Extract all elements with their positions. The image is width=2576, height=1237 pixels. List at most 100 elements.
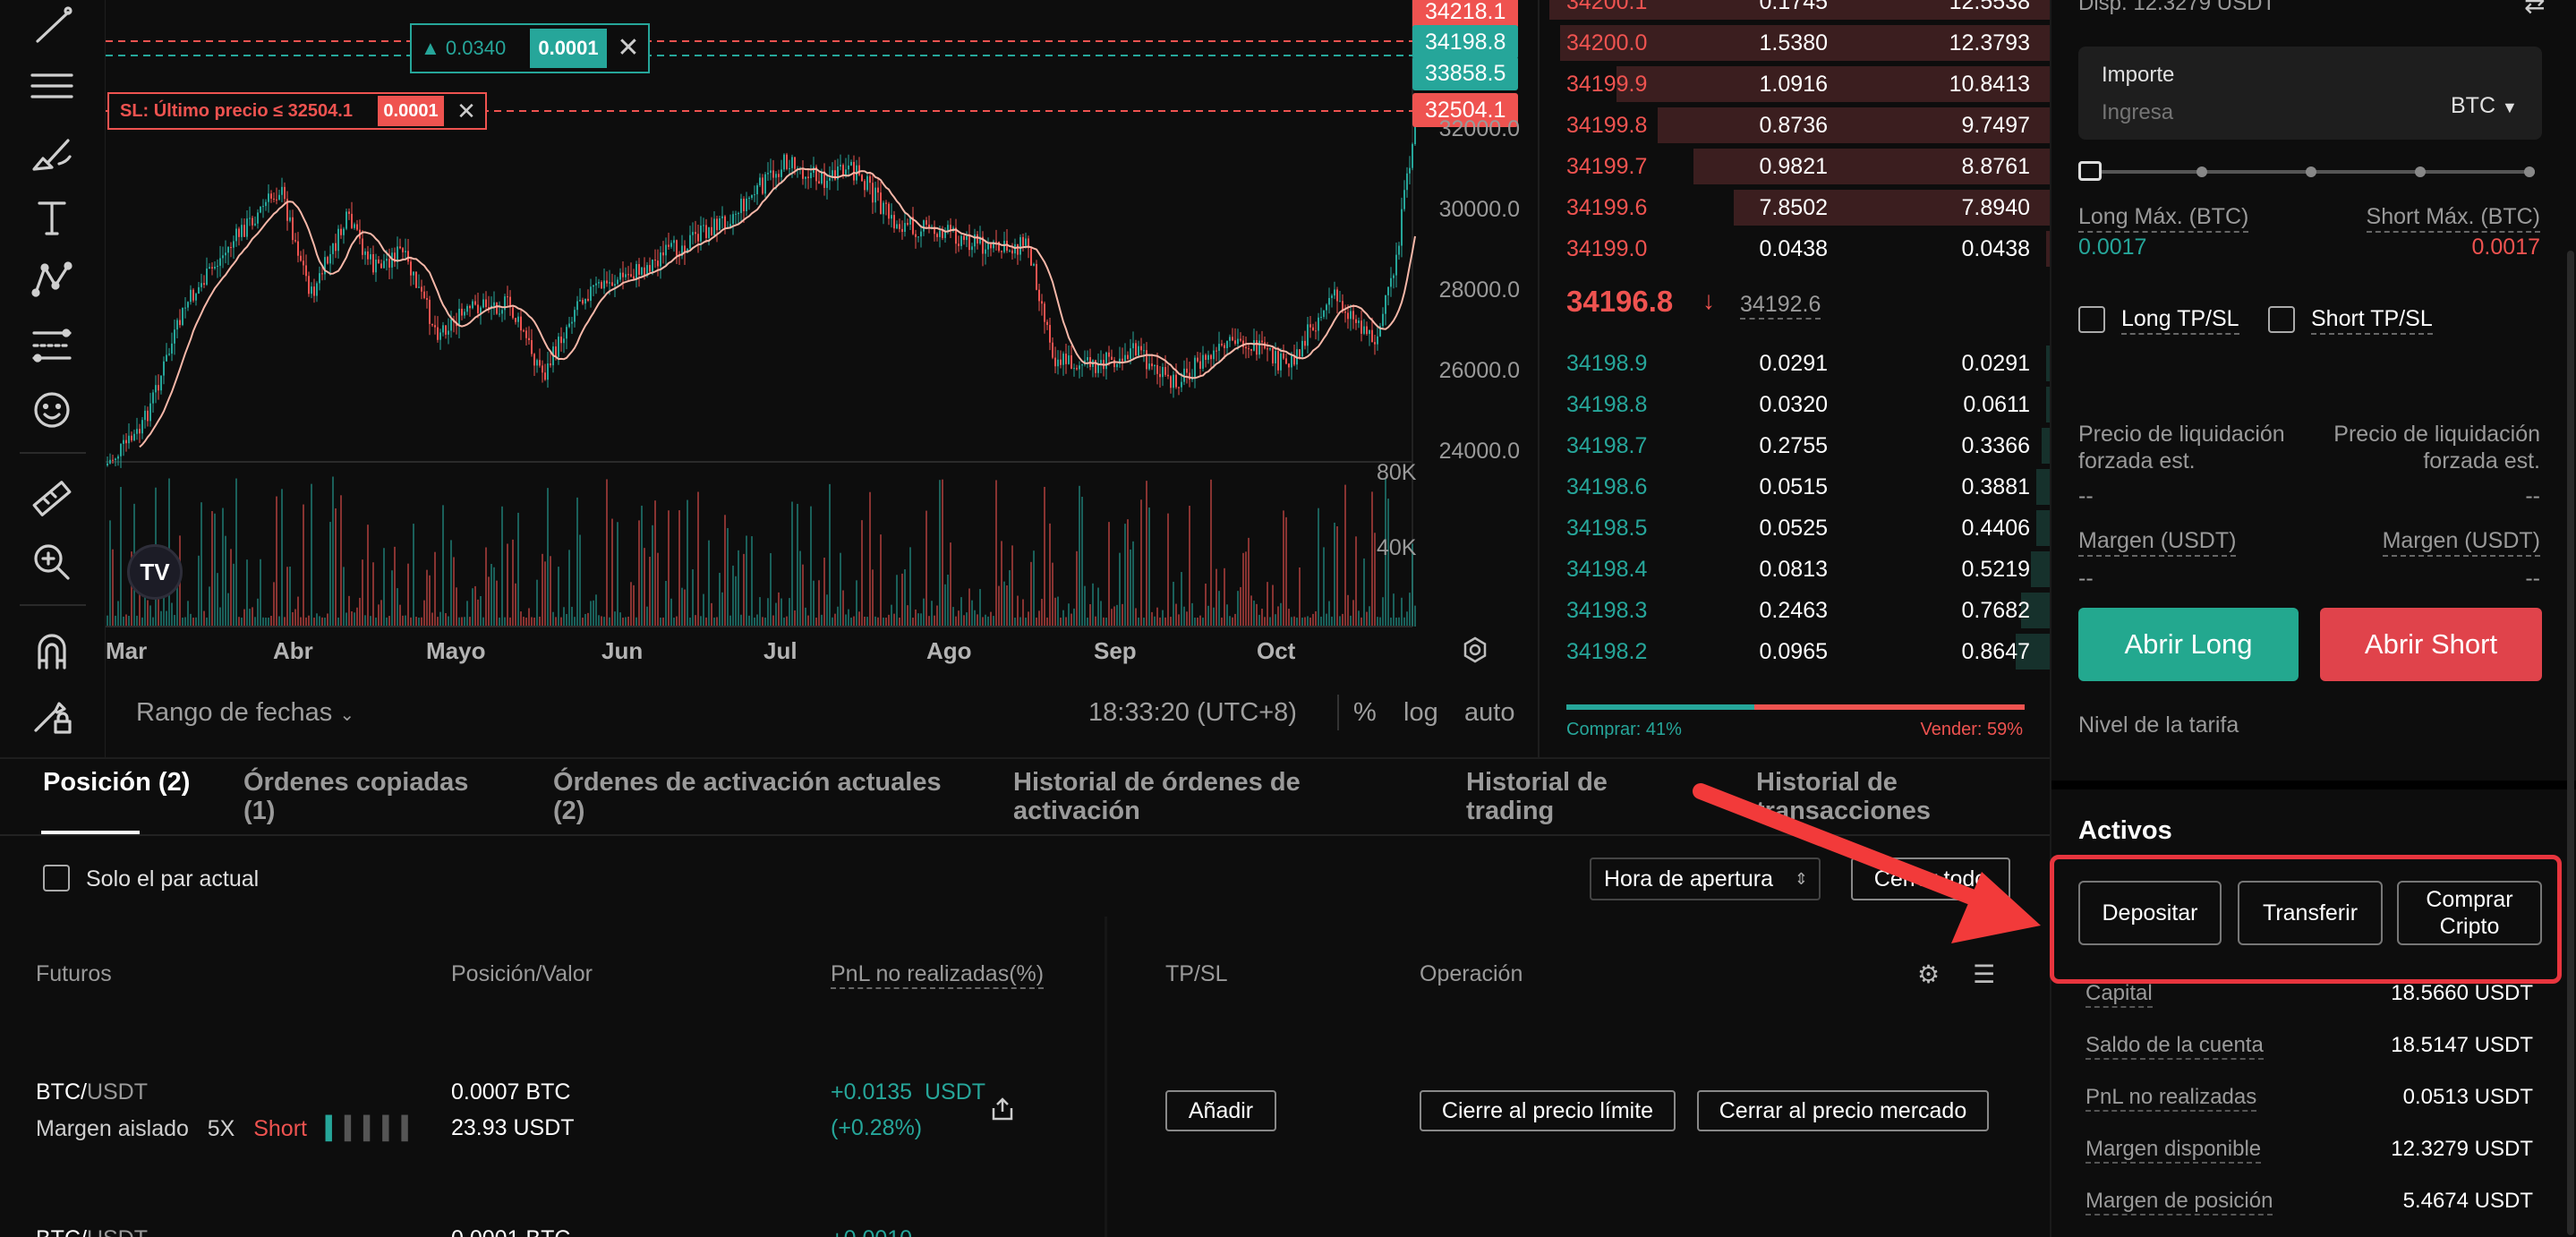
magnet-icon[interactable] bbox=[27, 627, 77, 677]
filter-list-icon[interactable]: ☰ bbox=[1973, 960, 1996, 988]
market-close-button[interactable]: Cerrar al precio mercado bbox=[1697, 1090, 1989, 1131]
bid-amount: 0.0291 bbox=[1759, 351, 1828, 376]
bid-row[interactable]: 34198.6 0.0515 0.3881 bbox=[1540, 467, 2051, 507]
asset-label: PnL no realizadas bbox=[2086, 1085, 2257, 1112]
price-axis-label: 26000.0 bbox=[1438, 358, 1520, 383]
text-icon[interactable] bbox=[27, 192, 77, 243]
ask-amount: 1.0916 bbox=[1759, 72, 1828, 97]
share-icon[interactable] bbox=[990, 1096, 1015, 1122]
close-sl-icon[interactable]: ✕ bbox=[456, 98, 476, 124]
bid-row[interactable]: 34198.7 0.2755 0.3366 bbox=[1540, 426, 2051, 465]
ruler-icon[interactable] bbox=[27, 474, 77, 525]
amount-input-box[interactable]: Importe BTC ▼ bbox=[2078, 47, 2542, 140]
short-tpsl-checkbox[interactable] bbox=[2268, 306, 2295, 333]
amount-input[interactable] bbox=[2102, 97, 2370, 129]
bid-amount: 0.2755 bbox=[1759, 433, 1828, 458]
ask-amount: 0.0438 bbox=[1759, 236, 1828, 261]
ask-price: 34200.0 bbox=[1566, 30, 1648, 55]
order-amount: 0.0001 bbox=[530, 29, 607, 68]
fee-level-link[interactable]: Nivel de la tarifa bbox=[2078, 712, 2239, 738]
tab-active-trigger-orders[interactable]: Órdenes de activación actuales (2) bbox=[553, 768, 942, 825]
slider-tick[interactable] bbox=[2524, 166, 2535, 177]
ask-row[interactable]: 34200.1 0.1745 12.5538 bbox=[1540, 0, 2051, 21]
ask-row[interactable]: 34199.8 0.8736 9.7497 bbox=[1540, 106, 2051, 145]
tab-trading-history[interactable]: Historial de trading bbox=[1466, 768, 1608, 825]
transfer-button[interactable]: Transferir bbox=[2238, 881, 2383, 945]
bid-row[interactable]: 34198.4 0.0813 0.5219 bbox=[1540, 550, 2051, 589]
asset-row-available-margin: Margen disponible 12.3279 USDT bbox=[2086, 1137, 2533, 1173]
zoom-in-icon[interactable] bbox=[27, 537, 77, 587]
mark-price: 34192.6 bbox=[1740, 292, 1821, 320]
column-divider bbox=[1105, 917, 1107, 1237]
limit-close-button[interactable]: Cierre al precio límite bbox=[1420, 1090, 1676, 1131]
time-axis-label: Mar bbox=[106, 637, 148, 664]
column-settings-icon[interactable]: ⚙ bbox=[1917, 960, 1941, 988]
settings-icon[interactable] bbox=[1461, 636, 1489, 664]
buy-crypto-button[interactable]: Comprar Cripto bbox=[2397, 881, 2542, 945]
fib-icon[interactable] bbox=[27, 320, 77, 371]
tab-transaction-history[interactable]: Historial de transacciones bbox=[1756, 768, 1932, 825]
asset-value: 12.3279 USDT bbox=[2391, 1137, 2533, 1161]
brush-icon[interactable] bbox=[27, 130, 77, 180]
bid-row[interactable]: 34198.5 0.0525 0.4406 bbox=[1540, 508, 2051, 548]
scrollbar[interactable] bbox=[2567, 251, 2574, 1235]
slider-tick[interactable] bbox=[2415, 166, 2426, 177]
long-max-value: 0.0017 bbox=[2078, 235, 2147, 260]
ask-row[interactable]: 34200.0 1.5380 12.3793 bbox=[1540, 23, 2051, 63]
close-order-icon[interactable]: ✕ bbox=[617, 33, 640, 63]
percent-toggle[interactable]: % bbox=[1353, 698, 1377, 727]
emoji-icon[interactable] bbox=[27, 385, 77, 435]
pattern-icon[interactable] bbox=[27, 255, 77, 305]
only-current-pair-checkbox[interactable] bbox=[43, 865, 70, 891]
ask-row[interactable]: 34199.9 1.0916 10.8413 bbox=[1540, 64, 2051, 104]
slider-handle[interactable] bbox=[2078, 161, 2102, 181]
log-toggle[interactable]: log bbox=[1403, 698, 1438, 727]
ask-total: 12.5538 bbox=[1949, 0, 2030, 14]
open-short-button[interactable]: Abrir Short bbox=[2320, 608, 2542, 681]
bid-total: 0.5219 bbox=[1961, 557, 2030, 582]
caret-down-icon: ▼ bbox=[2501, 98, 2518, 116]
tab-trigger-history[interactable]: Historial de órdenes de activación bbox=[1013, 768, 1301, 825]
ask-row[interactable]: 34199.7 0.9821 8.8761 bbox=[1540, 147, 2051, 186]
ask-row[interactable]: 34199.0 0.0438 0.0438 bbox=[1540, 229, 2051, 269]
ask-price: 34200.1 bbox=[1566, 0, 1648, 14]
time-axis-label: Ago bbox=[926, 637, 972, 664]
liq-price-label-short: Precio de liquidación forzada est. bbox=[2333, 422, 2540, 473]
auto-toggle[interactable]: auto bbox=[1464, 698, 1515, 727]
bid-row[interactable]: 34198.2 0.0965 0.8647 bbox=[1540, 632, 2051, 671]
price-tag-ask: 34218.1 bbox=[1412, 0, 1519, 29]
add-tpsl-button[interactable]: Añadir bbox=[1165, 1090, 1276, 1131]
slider-tick[interactable] bbox=[2196, 166, 2207, 177]
pair-quote: USDT bbox=[87, 1226, 148, 1237]
open-long-button[interactable]: Abrir Long bbox=[2078, 608, 2299, 681]
pending-order-line[interactable]: ▲ 0.0340 0.0001 ✕ bbox=[410, 23, 650, 73]
ask-row[interactable]: 34199.6 7.8502 7.8940 bbox=[1540, 188, 2051, 227]
ask-depth-bar bbox=[1549, 0, 2051, 20]
bid-row[interactable]: 34198.3 0.2463 0.7682 bbox=[1540, 591, 2051, 630]
bid-row[interactable]: 34198.8 0.0320 0.0611 bbox=[1540, 385, 2051, 424]
close-all-button[interactable]: Cerrar todo bbox=[1851, 857, 2010, 900]
unit-select[interactable]: BTC ▼ bbox=[2451, 93, 2518, 119]
ask-depth-bar bbox=[1734, 190, 2051, 226]
date-range-selector[interactable]: Rango de fechas ⌄ bbox=[136, 698, 354, 728]
long-tpsl-checkbox[interactable] bbox=[2078, 306, 2105, 333]
ask-price: 34199.0 bbox=[1566, 236, 1648, 261]
ask-price: 34199.8 bbox=[1566, 113, 1648, 138]
deposit-button[interactable]: Depositar bbox=[2078, 881, 2222, 945]
slider-tick[interactable] bbox=[2306, 166, 2316, 177]
stop-loss-line[interactable]: SL: Último precio ≤ 32504.1 0.0001 ✕ bbox=[107, 92, 487, 130]
bid-row[interactable]: 34198.9 0.0291 0.0291 bbox=[1540, 344, 2051, 383]
swap-icon[interactable]: ⇄ bbox=[2524, 0, 2546, 18]
order-book: 34200.1 0.1745 12.5538 34200.0 1.5380 12.3793… bbox=[1538, 0, 2051, 757]
tab-positions[interactable]: Posición (2) bbox=[43, 768, 191, 797]
asset-label: Margen disponible bbox=[2086, 1137, 2262, 1164]
tab-copied-orders[interactable]: Órdenes copiadas (1) bbox=[243, 768, 469, 825]
bid-amount: 0.2463 bbox=[1759, 598, 1828, 623]
price-axis-label: 32000.0 bbox=[1438, 116, 1520, 141]
bid-total: 0.3366 bbox=[1961, 433, 2030, 458]
trend-line-icon[interactable] bbox=[27, 0, 77, 50]
horizontal-lines-icon[interactable] bbox=[27, 61, 77, 111]
price-chart[interactable]: ▲ 0.0340 0.0001 ✕ SL: Último precio ≤ 32… bbox=[106, 0, 1538, 757]
sort-select[interactable]: Hora de apertura ⇕ bbox=[1590, 857, 1821, 900]
lock-drawing-icon[interactable] bbox=[27, 689, 77, 739]
